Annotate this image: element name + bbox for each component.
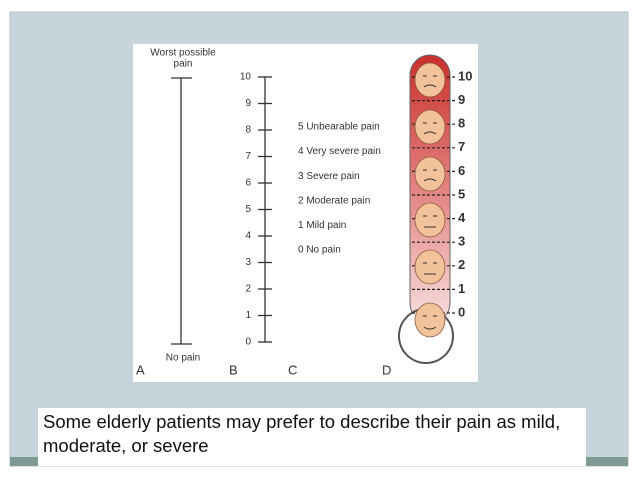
panel-letter: A bbox=[136, 362, 145, 377]
verbal-descriptor: 5 Unbearable pain bbox=[298, 122, 380, 133]
thermometer-label: 4 bbox=[458, 210, 466, 225]
nrs-label: 1 bbox=[245, 310, 251, 321]
nrs-label: 4 bbox=[245, 231, 251, 242]
face-mouth bbox=[423, 326, 437, 330]
vas-bottom-label: No pain bbox=[166, 353, 200, 364]
thermometer-label: 9 bbox=[458, 92, 465, 107]
vas-top-label: pain bbox=[174, 59, 193, 70]
verbal-descriptor: 0 No pain bbox=[298, 245, 341, 256]
thermometer-label: 7 bbox=[458, 139, 465, 154]
face bbox=[414, 109, 446, 145]
face bbox=[414, 249, 446, 285]
verbal-descriptor: 1 Mild pain bbox=[298, 220, 346, 231]
face bbox=[414, 202, 446, 238]
face-mouth bbox=[423, 178, 437, 182]
caption: Some elderly patients may prefer to desc… bbox=[38, 408, 586, 466]
thermometer-label: 8 bbox=[458, 116, 465, 131]
thermometer-label: 0 bbox=[458, 304, 465, 319]
face-mouth bbox=[423, 131, 437, 135]
panel-letter: B bbox=[229, 362, 238, 377]
thermometer-label: 2 bbox=[458, 257, 465, 272]
panel-letter: D bbox=[382, 362, 391, 377]
vas-top-label: Worst possible bbox=[150, 48, 216, 59]
nrs-label: 9 bbox=[245, 98, 251, 109]
nrs-label: 6 bbox=[245, 178, 251, 189]
verbal-descriptor: 3 Severe pain bbox=[298, 171, 360, 182]
thermometer-label: 5 bbox=[458, 186, 465, 201]
nrs-label: 2 bbox=[245, 284, 251, 295]
thermometer-label: 1 bbox=[458, 281, 465, 296]
nrs-label: 5 bbox=[245, 204, 251, 215]
nrs-label: 0 bbox=[245, 337, 251, 348]
nrs-label: 3 bbox=[245, 257, 251, 268]
face bbox=[414, 156, 446, 192]
verbal-descriptor: 4 Very severe pain bbox=[298, 146, 381, 157]
face bbox=[414, 302, 446, 338]
nrs-label: 7 bbox=[245, 151, 251, 162]
nrs-label: 8 bbox=[245, 125, 251, 136]
nrs-label: 10 bbox=[240, 72, 252, 83]
verbal-descriptor: 2 Moderate pain bbox=[298, 195, 370, 206]
face-mouth bbox=[423, 84, 437, 88]
thermometer-label: 10 bbox=[458, 68, 472, 83]
thermometer-label: 3 bbox=[458, 234, 465, 249]
face bbox=[414, 62, 446, 98]
panel-letter: C bbox=[288, 362, 297, 377]
thermometer-label: 6 bbox=[458, 163, 465, 178]
